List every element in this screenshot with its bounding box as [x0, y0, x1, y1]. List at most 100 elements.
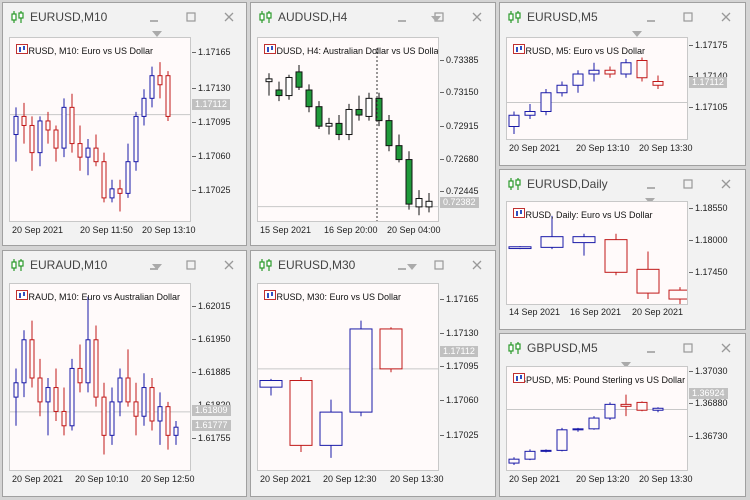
candle — [588, 62, 600, 82]
candle — [133, 111, 139, 171]
candle — [636, 251, 660, 300]
chart-window-audusd-h4[interactable]: AUDUSD,H4 AUDUSD, H4: Australian Dollar … — [250, 2, 496, 246]
chart-window-gbpusd-m5[interactable]: GBPUSD,M5 GBPUSD, M5: Pound Sterling vs … — [499, 333, 746, 497]
dropdown-arrow-icon[interactable] — [431, 16, 441, 22]
time-label: 16 Sep 2021 — [570, 307, 622, 317]
chart-plot-area[interactable]: EURUSD, M10: Euro vs US Dollar — [9, 37, 191, 222]
window-titlebar[interactable]: EURAUD,M10 — [3, 251, 246, 279]
chart-plot-area[interactable]: EURUSD, M30: Euro vs US Dollar — [257, 283, 439, 471]
dropdown-arrow-icon[interactable] — [632, 31, 642, 37]
candle-body — [53, 129, 59, 149]
chart-window-euraud-m10[interactable]: EURAUD,M10 EURAUD, M10: Euro vs Australi… — [2, 250, 247, 497]
maximize-icon[interactable] — [682, 342, 694, 354]
candle-body — [556, 429, 568, 451]
window-titlebar[interactable]: EURUSD,Daily — [500, 170, 745, 198]
chart-type-icon — [513, 208, 525, 218]
candle-body — [101, 161, 107, 199]
window-titlebar[interactable]: AUDUSD,H4 — [251, 3, 495, 31]
price-scale[interactable]: 1.17175 1.17140 1.17105 1.17112 — [689, 37, 745, 140]
candle-body — [173, 426, 179, 436]
chart-plot-area[interactable]: EURUSD, Daily: Euro vs US Dollar — [506, 201, 688, 305]
price-scale[interactable]: 1.17165 1.17130 1.17095 1.17060 1.17025 … — [192, 37, 247, 222]
price-label: 0.73385 — [440, 55, 479, 65]
close-icon[interactable] — [471, 259, 483, 271]
chart-window-eurusd-daily[interactable]: EURUSD,Daily EURUSD, Daily: Euro vs US D… — [499, 169, 746, 330]
maximize-icon[interactable] — [682, 11, 694, 23]
time-label: 20 Sep 10:10 — [75, 474, 129, 484]
close-icon[interactable] — [223, 11, 235, 23]
candlestick-series — [258, 48, 438, 221]
candle — [141, 89, 147, 126]
time-scale[interactable]: 20 Sep 2021 20 Sep 13:10 20 Sep 13:30 — [506, 142, 741, 156]
candle — [395, 134, 403, 163]
dropdown-arrow-icon[interactable] — [407, 264, 417, 270]
chart-plot-area[interactable]: EURAUD, M10: Euro vs Australian Dollar — [9, 283, 191, 471]
dropdown-arrow-icon[interactable] — [152, 31, 162, 37]
close-icon[interactable] — [720, 178, 732, 190]
window-titlebar[interactable]: EURUSD,M10 — [3, 3, 246, 31]
time-scale[interactable]: 20 Sep 2021 20 Sep 10:10 20 Sep 12:50 — [9, 473, 244, 487]
time-scale[interactable]: 20 Sep 2021 20 Sep 13:20 20 Sep 13:30 — [506, 473, 741, 487]
maximize-icon[interactable] — [682, 178, 694, 190]
dropdown-arrow-icon[interactable] — [621, 362, 631, 368]
candle — [149, 66, 155, 108]
window-title: AUDUSD,H4 — [278, 10, 348, 24]
maximize-icon[interactable] — [185, 11, 197, 23]
maximize-icon[interactable] — [185, 259, 197, 271]
candle — [305, 84, 313, 113]
current-price-tag: 1.61777 — [192, 420, 231, 431]
candle — [325, 117, 333, 135]
price-scale[interactable]: 1.17165 1.17130 1.17095 1.17060 1.17025 … — [440, 283, 495, 471]
chart-window-eurusd-m10[interactable]: EURUSD,M10 EURUSD, M10: Euro vs US Dolla… — [2, 2, 247, 246]
candle-body — [77, 143, 83, 158]
candle-body — [668, 289, 687, 300]
time-scale[interactable]: 20 Sep 2021 20 Sep 12:30 20 Sep 13:30 — [257, 473, 492, 487]
close-icon[interactable] — [223, 259, 235, 271]
time-scale[interactable]: 14 Sep 2021 16 Sep 2021 20 Sep 2021 — [506, 306, 741, 320]
minimize-icon[interactable] — [645, 11, 657, 23]
candle — [508, 457, 520, 466]
candle-body — [315, 106, 323, 127]
candle — [572, 427, 584, 432]
window-titlebar[interactable]: EURUSD,M5 — [500, 3, 745, 31]
chart-plot-area[interactable]: AUDUSD, H4: Australian Dollar vs US Doll… — [257, 37, 439, 222]
close-icon[interactable] — [471, 11, 483, 23]
close-icon[interactable] — [720, 11, 732, 23]
chart-legend: AUDUSD, H4: Australian Dollar vs US Doll… — [264, 44, 438, 58]
window-title: EURAUD,M10 — [30, 258, 108, 272]
minimize-icon[interactable] — [645, 342, 657, 354]
current-price-tag: 0.72382 — [440, 197, 479, 208]
time-scale[interactable]: 20 Sep 2021 20 Sep 11:50 20 Sep 13:10 — [9, 224, 244, 238]
chart-window-eurusd-m30[interactable]: EURUSD,M30 EURUSD, M30: Euro vs US Dolla… — [250, 250, 496, 497]
price-scale[interactable]: 1.18550 1.18000 1.17450 — [689, 201, 745, 305]
dropdown-arrow-icon[interactable] — [152, 264, 162, 270]
close-icon[interactable] — [720, 342, 732, 354]
candle-body — [37, 120, 43, 154]
chart-plot-area[interactable]: EURUSD, M5: Euro vs US Dollar — [506, 37, 688, 140]
chart-plot-area[interactable]: GBPUSD, M5: Pound Sterling vs US Dollar — [506, 366, 688, 471]
candle-body — [45, 120, 51, 131]
minimize-icon[interactable] — [148, 11, 160, 23]
price-label: 1.17060 — [440, 395, 479, 405]
candle-body — [77, 367, 83, 384]
window-titlebar[interactable]: GBPUSD,M5 — [500, 334, 745, 362]
time-scale[interactable]: 15 Sep 2021 16 Sep 20:00 20 Sep 04:00 — [257, 224, 492, 238]
candle — [636, 401, 648, 412]
minimize-icon[interactable] — [645, 178, 657, 190]
candle-body — [149, 387, 155, 422]
minimize-icon[interactable] — [396, 11, 408, 23]
candle — [69, 93, 75, 153]
window-titlebar[interactable]: EURUSD,M30 — [251, 251, 495, 279]
maximize-icon[interactable] — [433, 259, 445, 271]
candle-body — [37, 377, 43, 403]
price-scale[interactable]: 1.37030 1.36880 1.36730 1.36924 — [689, 366, 745, 471]
candle — [13, 368, 19, 426]
chart-window-eurusd-m5[interactable]: EURUSD,M5 EURUSD, M5: Euro vs US Dollar … — [499, 2, 746, 166]
candle — [93, 134, 99, 167]
price-scale[interactable]: 1.62015 1.61950 1.61885 1.61820 1.61755 … — [192, 283, 247, 471]
price-scale[interactable]: 0.73385 0.73150 0.72915 0.72680 0.72445 … — [440, 37, 495, 222]
candle-body — [508, 246, 532, 250]
candle — [572, 233, 596, 256]
price-label: 1.61950 — [192, 334, 231, 344]
minimize-icon[interactable] — [396, 259, 408, 271]
